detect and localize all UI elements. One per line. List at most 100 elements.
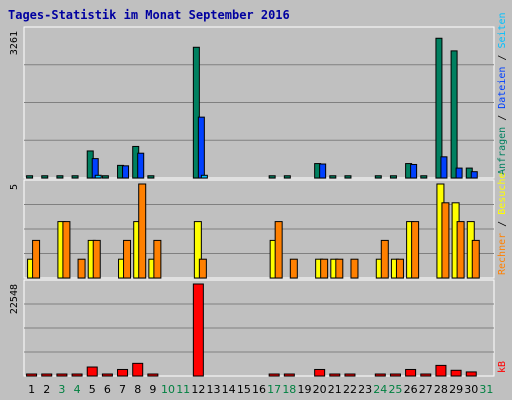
legend: Rechner / Besuche: [497, 173, 508, 275]
bar-kb: [314, 368, 326, 377]
x-tick-label: 1: [28, 383, 35, 396]
x-tick-label: 10: [161, 383, 175, 396]
x-tick-label: 3: [58, 383, 65, 396]
bar-rechner: [123, 239, 132, 279]
x-tick-label: 25: [388, 383, 402, 396]
x-tick-label: 30: [464, 383, 478, 396]
chart-panel-top: 3261 Anfragen / Dateien / Seiten: [9, 12, 508, 179]
bar-kb: [41, 373, 53, 377]
bar-rechner: [32, 239, 41, 279]
bar-anfragen: [435, 37, 443, 179]
bar-kb: [420, 373, 432, 377]
x-tick-label: 11: [176, 383, 190, 396]
x-tick-label: 14: [222, 383, 236, 396]
x-tick-label: 17: [267, 383, 281, 396]
y-max-label: 22548: [9, 284, 20, 314]
bar-anfragen: [420, 175, 428, 179]
legend-item: Dateien: [497, 67, 508, 109]
x-tick-label: 12: [191, 383, 205, 396]
bar-kb: [26, 373, 38, 377]
x-tick-label: 4: [74, 383, 81, 396]
bar-kb: [56, 373, 68, 377]
y-max-label: 3261: [9, 31, 20, 55]
chart-panel-middle: 5 Rechner / Besuche: [9, 173, 508, 279]
x-tick-label: 5: [89, 383, 96, 396]
bar-anfragen: [450, 50, 458, 179]
x-tick-label: 19: [297, 383, 311, 396]
x-tick-label: 27: [419, 383, 433, 396]
x-tick-label: 13: [207, 383, 221, 396]
bar-dateien: [319, 163, 327, 179]
x-tick-label: 15: [237, 383, 251, 396]
x-tick-label: 24: [373, 383, 387, 396]
bar-dateien: [122, 165, 130, 179]
x-tick-label: 8: [134, 383, 141, 396]
bar-kb: [71, 373, 83, 377]
legend-separator: /: [497, 49, 508, 67]
bar-rechner: [350, 258, 359, 279]
bar-anfragen: [389, 175, 397, 179]
x-tick-label: 6: [104, 383, 111, 396]
x-tick-label: 7: [119, 383, 126, 396]
bar-anfragen: [101, 175, 109, 179]
x-tick-label: 2: [43, 383, 50, 396]
bar-rechner: [335, 258, 344, 279]
bar-rechner: [441, 202, 450, 279]
legend: kB: [497, 361, 508, 373]
legend-item: Anfragen: [497, 127, 508, 175]
bar-dateien: [137, 152, 145, 179]
bar-kb: [374, 373, 386, 377]
x-tick-label: 21: [328, 383, 342, 396]
bar-anfragen: [56, 175, 64, 179]
bar-rechner: [153, 239, 162, 279]
bar-kb: [132, 362, 144, 377]
legend-separator: /: [497, 109, 508, 127]
chart-panels: 3261 Anfragen / Dateien / Seiten 5 Rechner …: [9, 12, 508, 377]
bar-rechner: [77, 258, 86, 279]
legend-item: Besuche: [497, 173, 508, 215]
x-tick-label: 31: [479, 383, 493, 396]
bar-dateien: [470, 171, 478, 179]
bar-kb: [344, 373, 356, 377]
bar-rechner: [395, 258, 404, 279]
bar-kb: [450, 369, 462, 377]
x-tick-label: 22: [343, 383, 357, 396]
bar-seiten: [94, 174, 102, 179]
x-axis: 1 2 3 4 5 6 7 8 9 10 11 12 13 14 15 16 17 18 19 20 21 22 23 24 2…: [28, 383, 493, 396]
bar-kb: [405, 368, 417, 377]
legend-item: Rechner: [497, 233, 508, 275]
bar-rechner: [411, 221, 420, 279]
x-tick-label: 28: [434, 383, 448, 396]
bar-anfragen: [147, 175, 155, 179]
legend-item: kB: [497, 361, 508, 373]
x-tick-label: 9: [149, 383, 156, 396]
bar-rechner: [456, 221, 465, 279]
bar-kb: [283, 373, 295, 377]
legend-item: Seiten: [497, 12, 508, 48]
bar-rechner: [380, 239, 389, 279]
bar-rechner: [471, 239, 480, 279]
bar-besuche: [193, 221, 202, 279]
bar-anfragen: [344, 175, 352, 179]
bar-rechner: [62, 221, 71, 279]
bar-kb: [329, 373, 341, 377]
x-tick-label: 23: [358, 383, 372, 396]
bar-anfragen: [71, 175, 79, 179]
x-tick-label: 20: [313, 383, 327, 396]
bar-dateien: [410, 163, 418, 179]
x-tick-label: 18: [282, 383, 296, 396]
bar-kb: [435, 364, 447, 377]
bar-anfragen: [374, 175, 382, 179]
bar-anfragen: [192, 46, 200, 179]
bar-kb: [192, 283, 204, 377]
bar-dateien: [440, 156, 448, 179]
bar-anfragen: [268, 175, 276, 179]
bar-kb: [117, 368, 129, 377]
bar-rechner: [198, 258, 207, 279]
y-max-label: 5: [9, 184, 20, 190]
bar-rechner: [320, 258, 329, 279]
chart-title: Tages-Statistik im Monat September 2016: [8, 8, 290, 22]
chart-panel-bottom: 22548 kB: [9, 279, 508, 377]
bar-kb: [147, 373, 159, 377]
